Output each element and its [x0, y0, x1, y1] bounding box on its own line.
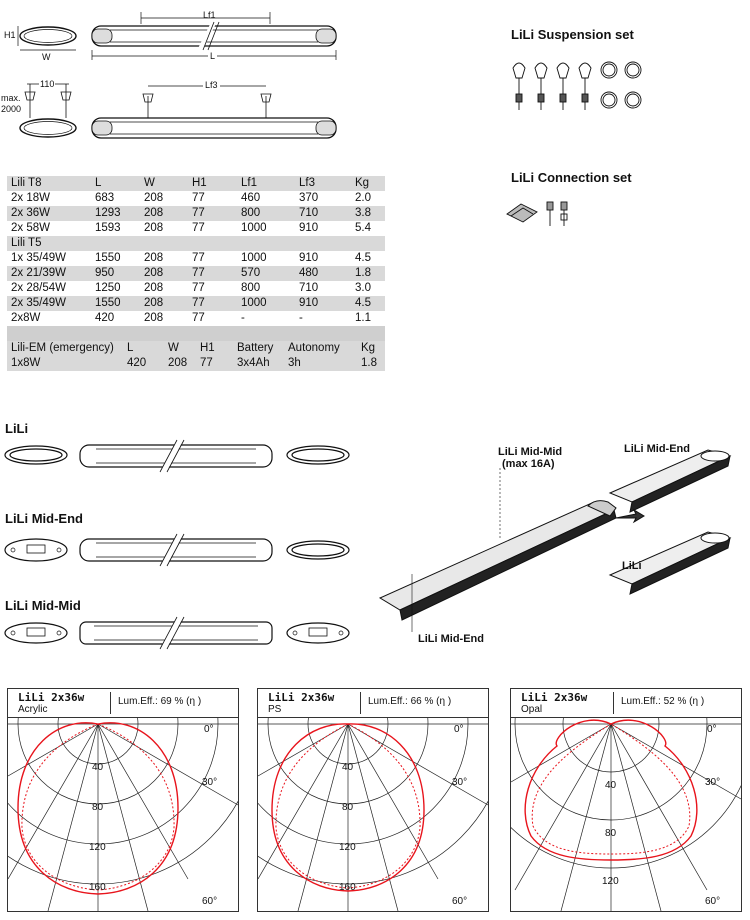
polar-diagram: 40 80 120 160 0° 30° 60°	[258, 718, 488, 911]
table-row: 2x 21/39W 950 208 77 570 480 1.8	[7, 266, 385, 281]
table-row: 2x 58W 1593 208 77 1000 910 5.4	[11, 222, 371, 234]
assembly-lili-label: LiLi	[622, 560, 642, 572]
dim-lf3-label: Lf3	[203, 80, 220, 90]
table-row: 1x8W 420 208 77 3x4Ah 3h 1.8	[7, 356, 385, 371]
panel-material: Opal	[521, 704, 543, 715]
dim-max-label: max.	[1, 93, 21, 103]
dim-lf1-label: Lf1	[203, 10, 216, 20]
connection-set-title: LiLi Connection set	[511, 170, 632, 185]
angle-label: 30°	[705, 777, 720, 788]
panel-efficiency: Lum.Eff.: 66 % (η )	[368, 696, 452, 707]
table-header-em: Lili-EM (emergency) L W H1 Battery Auton…	[7, 341, 385, 356]
assembly-mid-mid-note: (max 16A)	[502, 458, 555, 470]
table-header-t8: Lili T8 L W H1 Lf1 Lf3 Kg	[7, 176, 385, 191]
table-row: 1x 35/49W 1550 208 77 1000 910 4.5	[11, 252, 371, 264]
angle-label: 0°	[707, 724, 717, 735]
assembly-mid-end-bottom-label: LiLi Mid-End	[418, 633, 484, 645]
angle-label: 30°	[202, 777, 217, 788]
ring-label: 120	[602, 876, 619, 887]
ring-label: 40	[342, 762, 354, 773]
angle-label: 60°	[452, 896, 467, 907]
dim-w-label: W	[42, 52, 51, 62]
suspension-set-title: LiLi Suspension set	[511, 27, 634, 42]
ring-label: 40	[605, 780, 617, 791]
ring-label: 40	[92, 762, 104, 773]
panel-material: PS	[268, 704, 282, 715]
panel-material: Acrylic	[18, 704, 48, 715]
table-header-t5: Lili T5	[7, 236, 385, 251]
polar-diagram: 40 80 120 160 0° 30° 60°	[8, 718, 238, 911]
ring-label: 80	[92, 802, 104, 813]
spec-table: Lili T8 L W H1 Lf1 Lf3 Kg 2x 18W 683 208 77…	[7, 176, 385, 371]
table-row: 2x 35/49W 1550 208 77 1000 910 4.5	[7, 296, 385, 311]
panel-product-name: LiLi 2x36w	[18, 691, 85, 704]
polar-diagram: 40 80 120 0° 30° 60°	[511, 718, 741, 911]
ring-label: 120	[339, 842, 356, 853]
table-row: 2x 28/54W 1250 208 77 800 710 3.0	[11, 282, 371, 294]
table-row: 2x8W 420 208 77- -1.1	[11, 312, 371, 324]
assembly-mid-end-top-label: LiLi Mid-End	[624, 443, 690, 455]
panel-efficiency: Lum.Eff.: 52 % (η )	[621, 696, 705, 707]
angle-label: 60°	[202, 896, 217, 907]
angle-label: 0°	[204, 724, 214, 735]
photometry-panel-opal: LiLi 2x36w Opal Lum.Eff.: 52 % (η ) 40 8…	[510, 688, 742, 912]
ring-label: 80	[605, 828, 617, 839]
dim-spacing-label: 110	[39, 79, 56, 89]
table-row: 2x 36W 1293 208 77 800 710 3.8	[7, 206, 385, 221]
photometry-panel-ps: LiLi 2x36w PS Lum.Eff.: 66 % (η ) 40 80 …	[257, 688, 489, 912]
variant-mid-end-label: LiLi Mid-End	[5, 511, 83, 526]
angle-label: 30°	[452, 777, 467, 788]
assembly-mid-mid-label: LiLi Mid-Mid	[498, 446, 563, 458]
panel-header: LiLi 2x36w PS Lum.Eff.: 66 % (η )	[258, 689, 488, 718]
ring-label: 160	[339, 882, 356, 893]
angle-label: 60°	[705, 896, 720, 907]
table-spacer	[7, 326, 385, 341]
panel-product-name: LiLi 2x36w	[268, 691, 335, 704]
variant-mid-mid-label: LiLi Mid-Mid	[5, 598, 81, 613]
panel-efficiency: Lum.Eff.: 69 % (η )	[118, 696, 202, 707]
ring-label: 160	[89, 882, 106, 893]
variant-lili-label: LiLi	[5, 421, 29, 436]
panel-product-name: LiLi 2x36w	[521, 691, 588, 704]
panel-header: LiLi 2x36w Opal Lum.Eff.: 52 % (η )	[511, 689, 741, 718]
angle-label: 0°	[454, 724, 464, 735]
table-row: 2x 18W 683 208 77 460 370 2.0	[11, 192, 371, 204]
connection-set-icon	[506, 201, 568, 226]
ring-label: 120	[89, 842, 106, 853]
ring-label: 80	[342, 802, 354, 813]
suspension-set-icon	[512, 61, 642, 110]
dim-l-label: L	[208, 51, 218, 61]
panel-header: LiLi 2x36w Acrylic Lum.Eff.: 69 % (η )	[8, 689, 238, 718]
dimension-drawings	[17, 12, 337, 139]
dim-max-value: 2000	[1, 104, 22, 114]
dim-h1-label: H1	[4, 30, 16, 40]
assembly-illustration	[378, 449, 732, 632]
photometry-panel-acrylic: LiLi 2x36w Acrylic Lum.Eff.: 69 % (η ) 4…	[7, 688, 239, 912]
variant-drawings	[4, 438, 350, 651]
